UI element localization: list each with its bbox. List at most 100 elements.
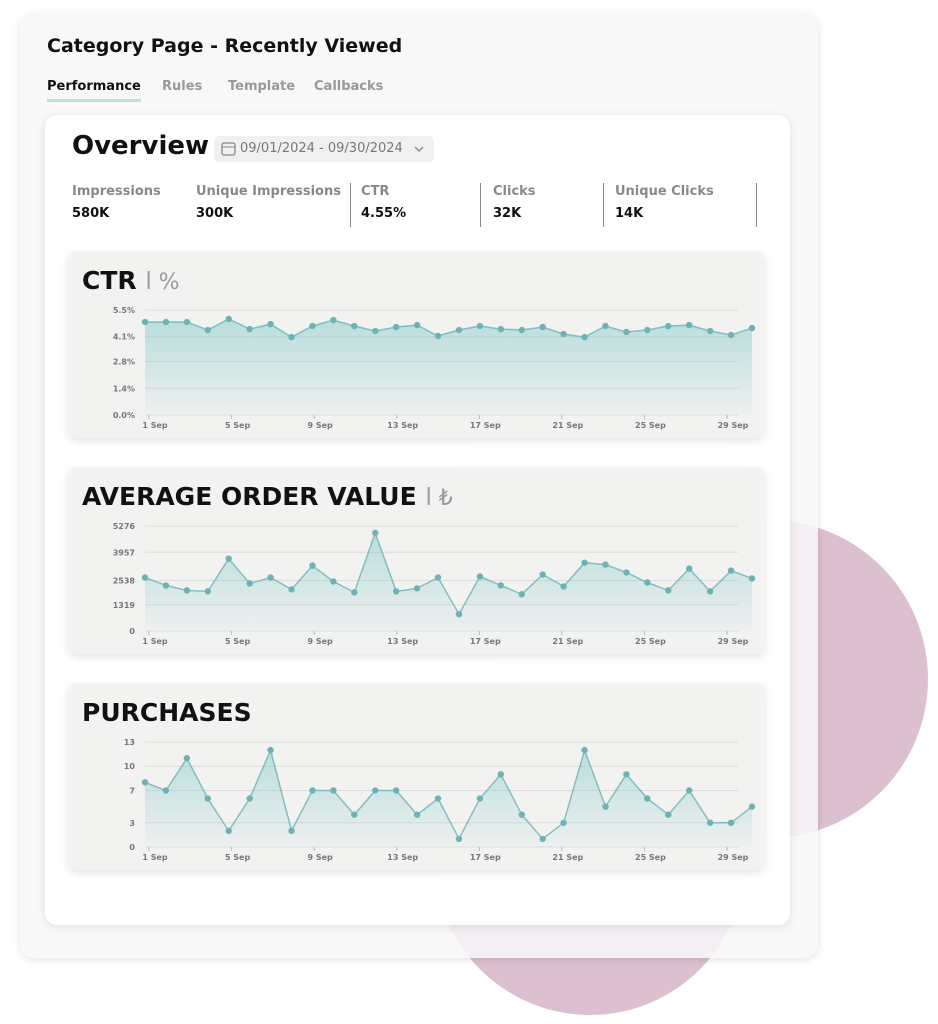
x-tick-label: 29 Sep xyxy=(718,421,749,430)
point xyxy=(581,746,588,754)
metric-label: Impressions xyxy=(72,184,161,199)
chart-title: PURCHASES xyxy=(82,698,252,727)
chart-title: CTR xyxy=(82,266,137,295)
point xyxy=(288,827,295,835)
chart-unit: ₺ xyxy=(439,486,453,511)
x-tick-label: 5 Sep xyxy=(225,421,251,430)
tab[interactable]: Performance xyxy=(47,79,141,102)
x-tick-label: 5 Sep xyxy=(225,853,251,862)
y-tick-label: 0.0% xyxy=(113,411,135,420)
y-tick-label: 0 xyxy=(129,843,135,852)
metric-label: Unique Clicks xyxy=(615,184,714,199)
x-tick-label: 25 Sep xyxy=(635,637,666,646)
metric-label: Unique Impressions xyxy=(196,184,341,199)
point xyxy=(372,787,379,794)
y-tick-label: 1.4% xyxy=(113,384,135,393)
point xyxy=(686,787,693,794)
point xyxy=(434,795,442,802)
point xyxy=(267,574,274,581)
divider xyxy=(480,183,481,227)
x-tick-label: 9 Sep xyxy=(308,853,334,862)
metric-value: 4.55% xyxy=(361,206,407,221)
x-tick-label: 1 Sep xyxy=(142,637,168,646)
point xyxy=(267,320,274,328)
point xyxy=(602,322,609,330)
point xyxy=(602,803,609,810)
point xyxy=(372,327,379,335)
point xyxy=(141,574,149,581)
x-tick-label: 21 Sep xyxy=(552,421,583,430)
point xyxy=(413,585,421,592)
metric-label: CTR xyxy=(361,184,390,199)
point xyxy=(162,318,170,326)
tab[interactable]: Callbacks xyxy=(314,79,384,94)
metric-value: 580K xyxy=(72,206,110,221)
point xyxy=(686,321,693,329)
point xyxy=(560,583,567,590)
point xyxy=(623,328,630,336)
point xyxy=(497,582,505,589)
point xyxy=(246,795,253,802)
point xyxy=(706,327,714,335)
x-tick-label: 25 Sep xyxy=(635,421,666,430)
y-tick-label: 2.8% xyxy=(113,358,135,367)
point xyxy=(644,579,651,586)
y-tick-label: 13 xyxy=(124,738,135,747)
point xyxy=(413,321,421,329)
point xyxy=(560,819,567,826)
point xyxy=(330,578,337,585)
point xyxy=(539,571,546,578)
tab[interactable]: Template xyxy=(228,79,296,94)
point xyxy=(455,326,463,334)
point xyxy=(602,561,609,568)
point xyxy=(225,827,232,835)
tab[interactable]: Rules xyxy=(162,79,203,94)
divider xyxy=(756,183,757,227)
point xyxy=(518,326,525,334)
y-tick-label: 3957 xyxy=(113,548,135,557)
point xyxy=(330,316,337,324)
point xyxy=(560,330,567,338)
point xyxy=(706,588,714,595)
date-picker[interactable]: 09/01/2024 - 09/30/2024 xyxy=(214,136,434,162)
x-tick-label: 17 Sep xyxy=(470,421,501,430)
point xyxy=(434,574,442,581)
point xyxy=(581,333,588,341)
point xyxy=(372,529,379,537)
x-tick-label: 21 Sep xyxy=(552,853,583,862)
line xyxy=(144,747,753,841)
line xyxy=(144,530,753,616)
point xyxy=(204,326,211,334)
y-tick-label: 1319 xyxy=(113,601,136,610)
point xyxy=(644,795,651,802)
point xyxy=(225,555,232,562)
x-tick-label: 1 Sep xyxy=(142,853,168,862)
point xyxy=(246,325,253,333)
point xyxy=(623,771,630,778)
divider xyxy=(603,183,604,227)
point xyxy=(581,559,588,566)
overview-title: Overview xyxy=(72,131,210,161)
y-tick-label: 5.5% xyxy=(113,306,135,315)
point xyxy=(392,323,400,331)
point xyxy=(434,332,442,340)
y-tick-label: 4.1% xyxy=(113,333,135,342)
point xyxy=(665,322,672,330)
metric-value: 300K xyxy=(196,206,234,221)
area xyxy=(145,532,752,631)
point xyxy=(518,591,525,598)
x-tick-label: 25 Sep xyxy=(635,853,666,862)
page-title: Category Page - Recently Viewed xyxy=(47,35,403,57)
point xyxy=(162,582,170,589)
area xyxy=(145,319,752,415)
point xyxy=(204,795,211,802)
point xyxy=(455,610,463,618)
point xyxy=(288,333,295,341)
date-icons xyxy=(221,142,424,156)
x-tick-label: 5 Sep xyxy=(225,637,251,646)
y-tick-label: 5276 xyxy=(113,522,136,531)
x-tick-label: 17 Sep xyxy=(470,853,501,862)
point xyxy=(267,746,274,754)
y-tick-label: 0 xyxy=(129,627,135,636)
